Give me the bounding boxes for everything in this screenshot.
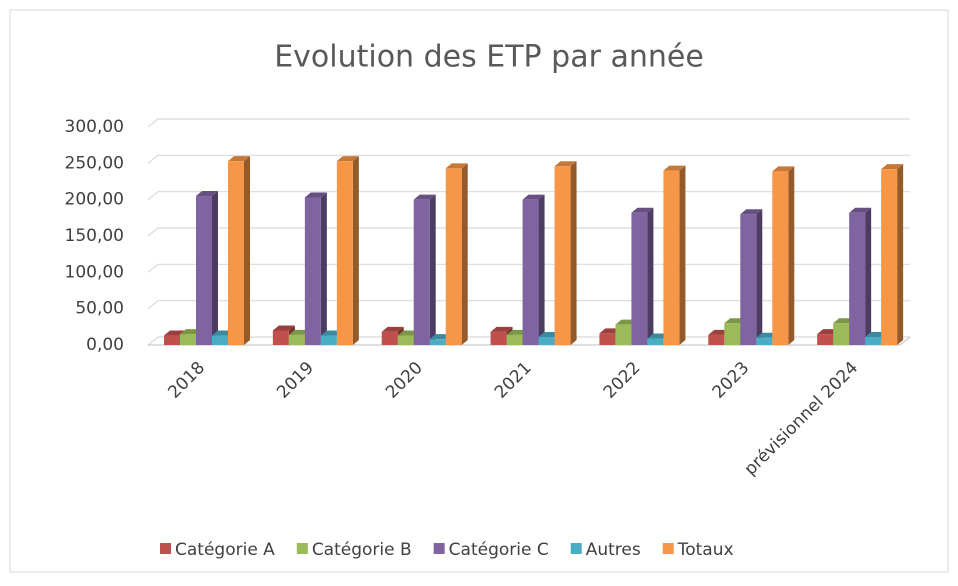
grid-line xyxy=(147,263,910,273)
legend-label: Totaux xyxy=(677,540,734,560)
bar-top xyxy=(881,164,904,170)
bar-side xyxy=(570,161,577,345)
bar-side xyxy=(320,192,327,345)
bar xyxy=(740,214,757,345)
bar xyxy=(429,339,446,345)
y-tick-label: 150,00 xyxy=(65,226,124,246)
legend-swatch xyxy=(662,543,674,554)
bar-top xyxy=(554,161,577,167)
bar-side xyxy=(244,156,250,345)
bar-side xyxy=(788,166,795,345)
bar xyxy=(490,331,507,345)
legend-label: Catégorie C xyxy=(449,540,549,560)
legend-swatch xyxy=(160,543,171,554)
legend-swatch xyxy=(570,543,582,554)
bar xyxy=(212,335,228,345)
y-tick-label: 100,00 xyxy=(65,262,124,282)
bar xyxy=(522,199,539,345)
bar xyxy=(304,197,321,345)
bar xyxy=(599,333,616,345)
bar xyxy=(865,337,882,345)
bar xyxy=(228,161,244,345)
bar-top xyxy=(849,207,872,213)
bar-top xyxy=(272,325,295,331)
bar xyxy=(288,334,305,345)
bar-top xyxy=(490,326,513,332)
bar-side xyxy=(538,194,545,345)
y-tick-label: 0,00 xyxy=(86,335,124,355)
bar-top xyxy=(445,163,468,169)
bar xyxy=(538,337,555,345)
grid-line xyxy=(147,300,910,310)
bar xyxy=(724,323,741,345)
bar-side xyxy=(352,156,359,345)
y-tick-label: 50,00 xyxy=(75,299,124,319)
chart-frame xyxy=(9,9,949,573)
bar-side xyxy=(429,194,436,345)
bar-top xyxy=(304,192,327,198)
legend-label: Catégorie A xyxy=(175,540,275,560)
bar-top xyxy=(740,209,763,215)
bar xyxy=(631,212,648,345)
bar xyxy=(663,170,680,345)
grid-line xyxy=(147,227,910,237)
grid-line xyxy=(147,154,910,164)
legend-swatch xyxy=(433,543,445,554)
bar-top xyxy=(663,165,686,171)
bar xyxy=(506,334,523,345)
legend-label: Catégorie B xyxy=(312,540,412,560)
bar xyxy=(833,323,850,345)
bar-top xyxy=(772,166,795,172)
bar xyxy=(554,166,571,345)
y-tick-label: 300,00 xyxy=(65,117,124,137)
bar-top xyxy=(196,191,218,197)
bar xyxy=(164,335,180,345)
bar xyxy=(196,196,212,345)
bar xyxy=(772,171,789,345)
bar-side xyxy=(212,191,218,345)
bar xyxy=(817,334,834,345)
bar xyxy=(381,331,398,345)
y-tick-label: 250,00 xyxy=(65,153,124,173)
bar xyxy=(336,161,353,345)
grid-line xyxy=(147,118,910,128)
bar-top xyxy=(336,156,359,162)
bar xyxy=(708,334,725,345)
bar-side xyxy=(756,209,763,345)
chart-title: Evolution des ETP par année xyxy=(274,40,704,75)
bar-top xyxy=(631,207,654,213)
bar-side xyxy=(897,164,904,345)
bar xyxy=(397,335,414,345)
bar xyxy=(756,337,773,345)
bar xyxy=(849,212,866,345)
bar xyxy=(647,338,664,345)
bar xyxy=(320,335,337,345)
bar xyxy=(180,334,196,345)
bar-top xyxy=(522,194,545,200)
legend-label: Autres xyxy=(586,540,641,560)
bar-top xyxy=(381,326,404,332)
bar-side xyxy=(461,163,468,345)
y-tick-label: 200,00 xyxy=(65,190,124,210)
bar xyxy=(615,324,632,345)
bar xyxy=(413,199,430,345)
bar-top xyxy=(413,194,436,200)
bar xyxy=(272,330,289,345)
bar xyxy=(881,169,898,345)
bar xyxy=(445,168,462,345)
bar-side xyxy=(679,165,686,345)
bar-top xyxy=(228,156,250,162)
legend-swatch xyxy=(296,543,308,554)
bar-side xyxy=(865,207,872,345)
grid-line xyxy=(147,191,910,201)
bar-side xyxy=(647,207,654,345)
